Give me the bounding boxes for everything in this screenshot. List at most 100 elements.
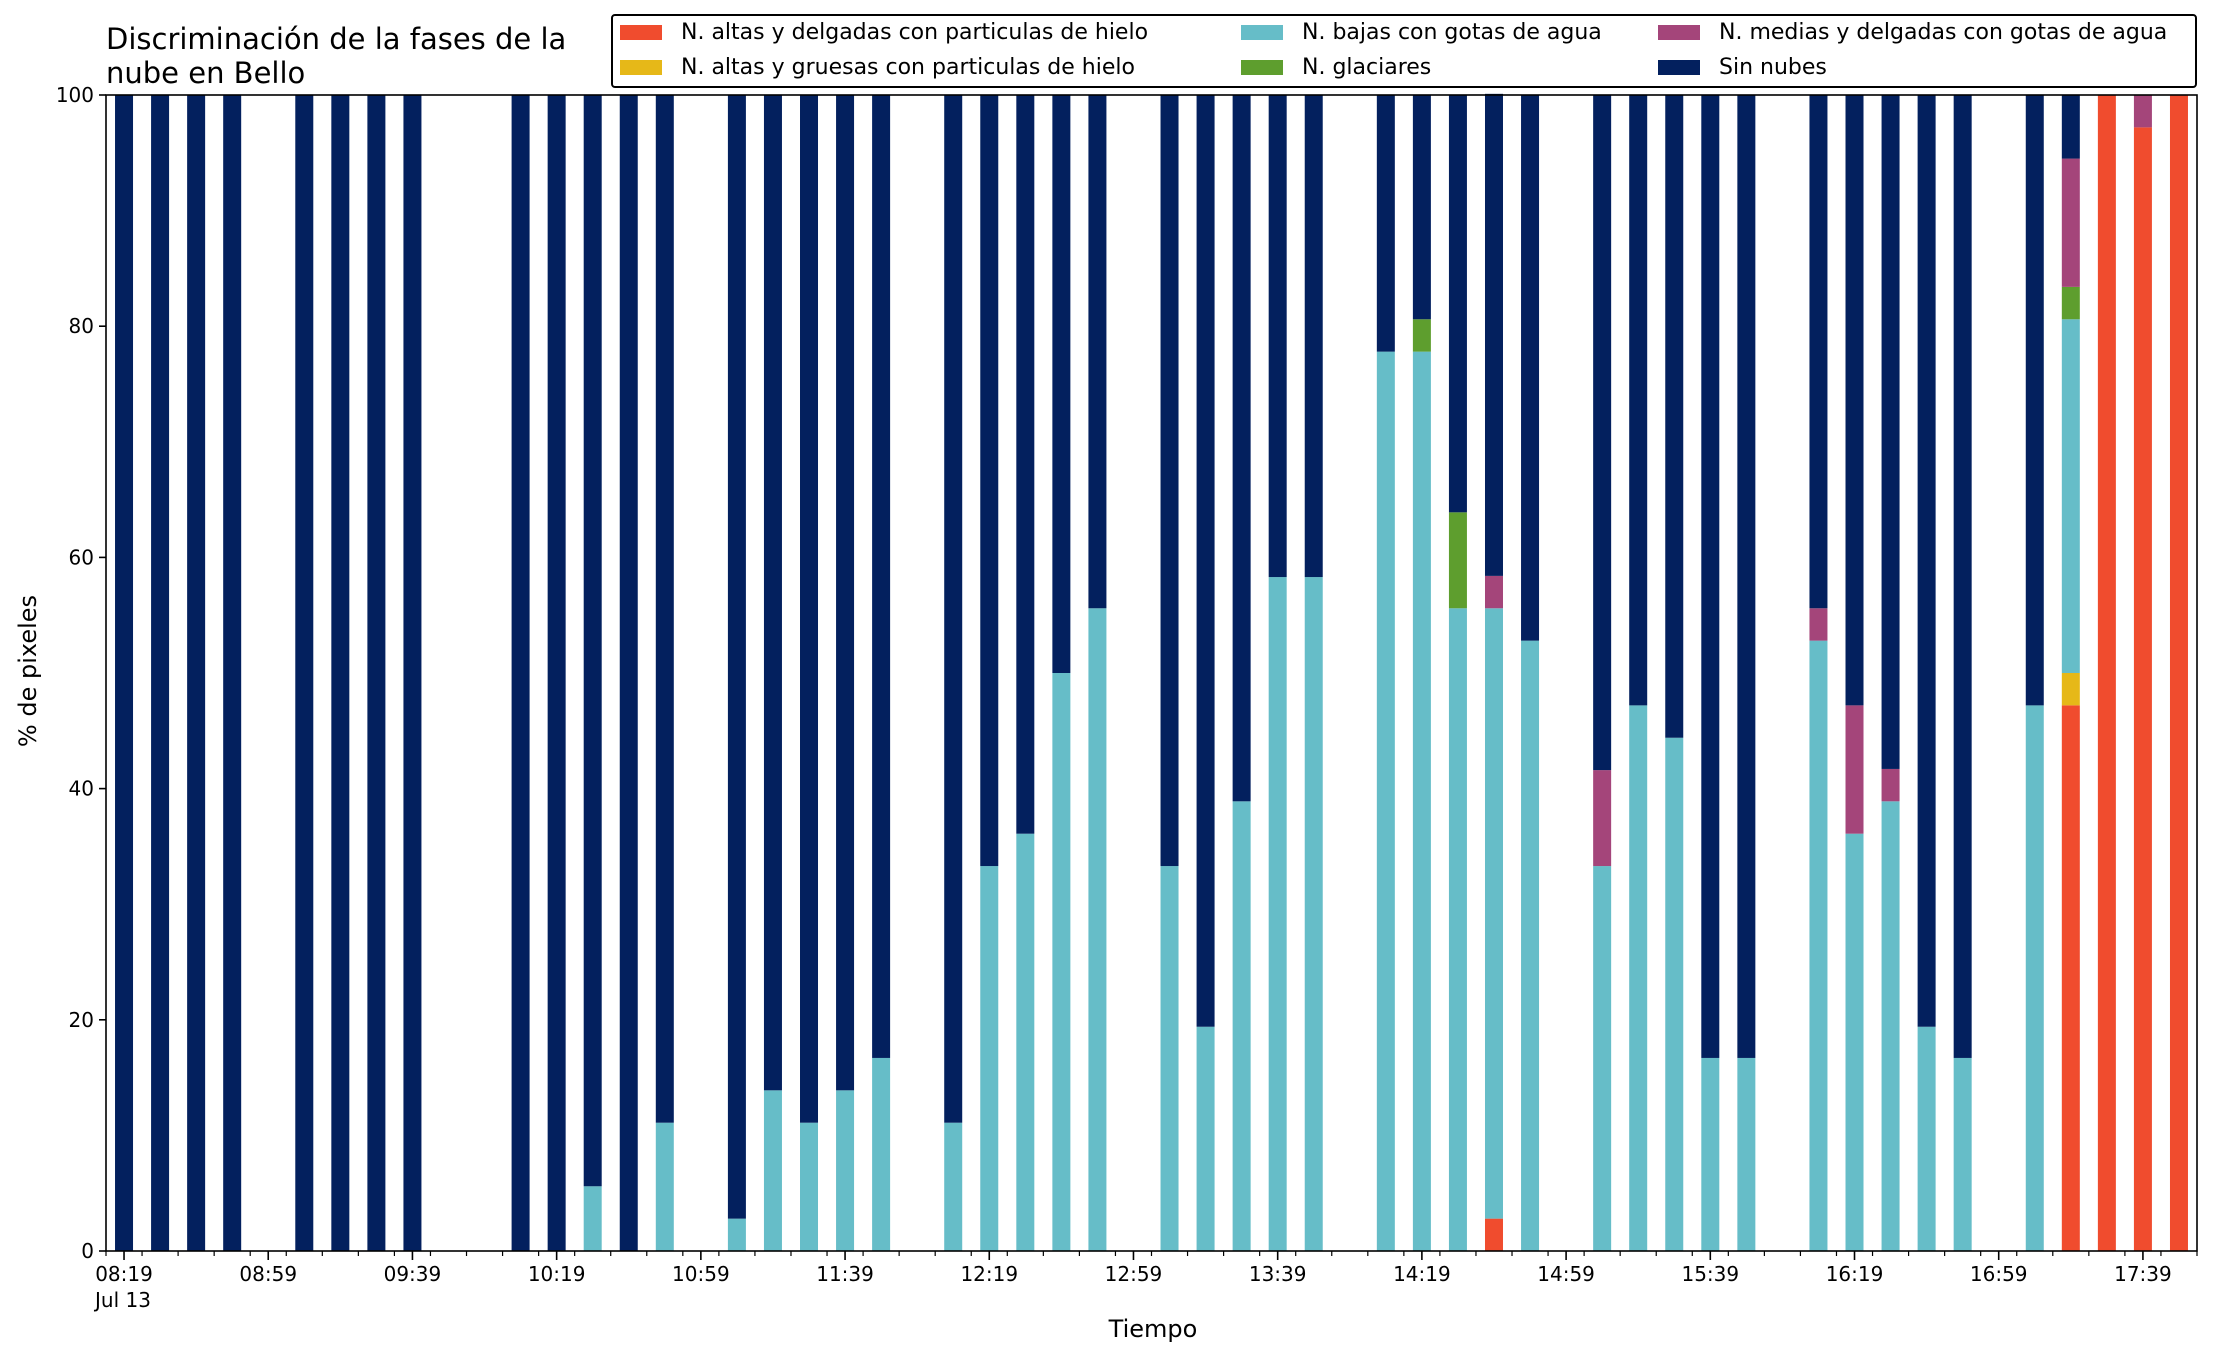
- legend-label: N. medias y delgadas con gotas de agua: [1719, 20, 2168, 45]
- bar-segment: [1665, 737, 1684, 1251]
- bar-segment: [655, 1122, 674, 1251]
- bar-segment: [1484, 1218, 1503, 1251]
- bar-segment: [2133, 127, 2152, 1251]
- bar-segment: [2025, 95, 2044, 706]
- bar-segment: [763, 1090, 782, 1251]
- bar-segment: [1953, 95, 1972, 1058]
- bar-segment: [223, 95, 242, 1251]
- legend-swatch: [1241, 60, 1283, 75]
- bar-segment: [2025, 705, 2044, 1251]
- bar-segment: [1448, 608, 1467, 1251]
- bar-segment: [1268, 95, 1287, 578]
- legend-label: N. altas y delgadas con particulas de hi…: [681, 20, 1149, 45]
- chart-legend: N. altas y delgadas con particulas de hi…: [611, 14, 2197, 88]
- bar-segment: [836, 1090, 855, 1251]
- legend-item: N. glaciares: [1241, 55, 1431, 80]
- bar-segment: [1304, 95, 1323, 578]
- bar-segment: [1268, 577, 1287, 1251]
- x-tick-label: 15:39: [1681, 1262, 1739, 1286]
- bar-segment: [980, 95, 999, 867]
- bar-segment: [619, 95, 638, 1251]
- x-tick-label: 08:19: [95, 1262, 153, 1286]
- bar-segment: [2097, 95, 2116, 1251]
- bar-segment: [1232, 95, 1251, 802]
- bar-segment: [187, 95, 206, 1251]
- bar-segment: [1845, 705, 1864, 834]
- bar-segment: [331, 95, 350, 1251]
- x-tick-label: 12:59: [1105, 1262, 1163, 1286]
- bar-segment: [1881, 768, 1900, 802]
- legend-item: N. altas y delgadas con particulas de hi…: [620, 20, 1148, 45]
- bar-segment: [1917, 1026, 1936, 1251]
- x-tick-label: 16:19: [1826, 1262, 1884, 1286]
- x-tick-label: 14:59: [1537, 1262, 1595, 1286]
- bar-segment: [1484, 93, 1503, 576]
- y-tick-label: 100: [56, 83, 94, 107]
- bar-segment: [1412, 95, 1431, 320]
- bar-segment: [1232, 801, 1251, 1251]
- legend-swatch: [620, 60, 662, 75]
- bar-segment: [1052, 95, 1071, 673]
- x-tick-label: 08:59: [239, 1262, 297, 1286]
- bar-segment: [872, 1057, 891, 1251]
- bar-segment: [836, 95, 855, 1091]
- x-tick-label: 17:39: [2114, 1262, 2172, 1286]
- bar-segment: [1881, 801, 1900, 1251]
- bar-segment: [1737, 1057, 1756, 1251]
- bar-segment: [2061, 95, 2080, 159]
- bar-segment: [2061, 286, 2080, 320]
- bar-segment: [1088, 608, 1107, 1251]
- bar-segment: [1629, 705, 1648, 1251]
- bar-segment: [367, 95, 386, 1251]
- bar-segment: [1160, 95, 1179, 867]
- bar-segment: [1160, 866, 1179, 1251]
- bar-segment: [1881, 95, 1900, 769]
- bar-segment: [2133, 95, 2152, 128]
- bar-segment: [1448, 512, 1467, 609]
- bar-segment: [1376, 95, 1395, 352]
- bar-segment: [1629, 95, 1648, 706]
- bar-segment: [980, 866, 999, 1251]
- x-tick-label: 13:39: [1249, 1262, 1307, 1286]
- bar-segment: [1593, 770, 1612, 867]
- bar-segment: [1521, 95, 1540, 641]
- bar-segment: [511, 95, 530, 1251]
- bar-segment: [1196, 95, 1215, 1027]
- bar-segment: [1412, 319, 1431, 352]
- bar-segment: [944, 95, 963, 1123]
- bar-segment: [800, 95, 819, 1123]
- bar-segment: [547, 95, 566, 1251]
- bar-segment: [2061, 158, 2080, 287]
- legend-item: N. medias y delgadas con gotas de agua: [1658, 20, 2167, 45]
- x-tick-label: 10:59: [672, 1262, 730, 1286]
- bar-segment: [1809, 608, 1828, 641]
- y-tick-label: 80: [69, 314, 94, 338]
- legend-label: N. altas y gruesas con particulas de hie…: [681, 55, 1135, 80]
- bar-segment: [1448, 95, 1467, 513]
- chart-title: Discriminación de la fases de la nube en…: [106, 22, 567, 90]
- bar-segment: [1701, 1057, 1720, 1251]
- bar-segment: [1412, 351, 1431, 1252]
- x-tick-label: 12:19: [960, 1262, 1018, 1286]
- bar-segment: [1521, 640, 1540, 1251]
- bar-segment: [1809, 95, 1828, 609]
- bar-segment: [1052, 673, 1071, 1251]
- legend-label: Sin nubes: [1719, 55, 1827, 80]
- bar-segment: [403, 95, 422, 1251]
- x-tick-label: 10:19: [528, 1262, 586, 1286]
- bar-segment: [1196, 1026, 1215, 1251]
- legend-item: Sin nubes: [1658, 55, 1827, 80]
- legend-swatch: [1658, 25, 1700, 40]
- bar-segment: [2061, 705, 2080, 1251]
- bar-segment: [583, 1186, 602, 1251]
- bar-segment: [1376, 351, 1395, 1252]
- legend-item: N. bajas con gotas de agua: [1241, 20, 1602, 45]
- bar-segment: [1484, 575, 1503, 609]
- bar-segment: [1484, 608, 1503, 1219]
- bar-segment: [1088, 95, 1107, 609]
- legend-label: N. bajas con gotas de agua: [1302, 20, 1602, 45]
- y-tick-label: 20: [69, 1008, 94, 1032]
- x-tick-label: 11:39: [816, 1262, 874, 1286]
- bar-segment: [800, 1122, 819, 1251]
- bar-segment: [115, 95, 134, 1251]
